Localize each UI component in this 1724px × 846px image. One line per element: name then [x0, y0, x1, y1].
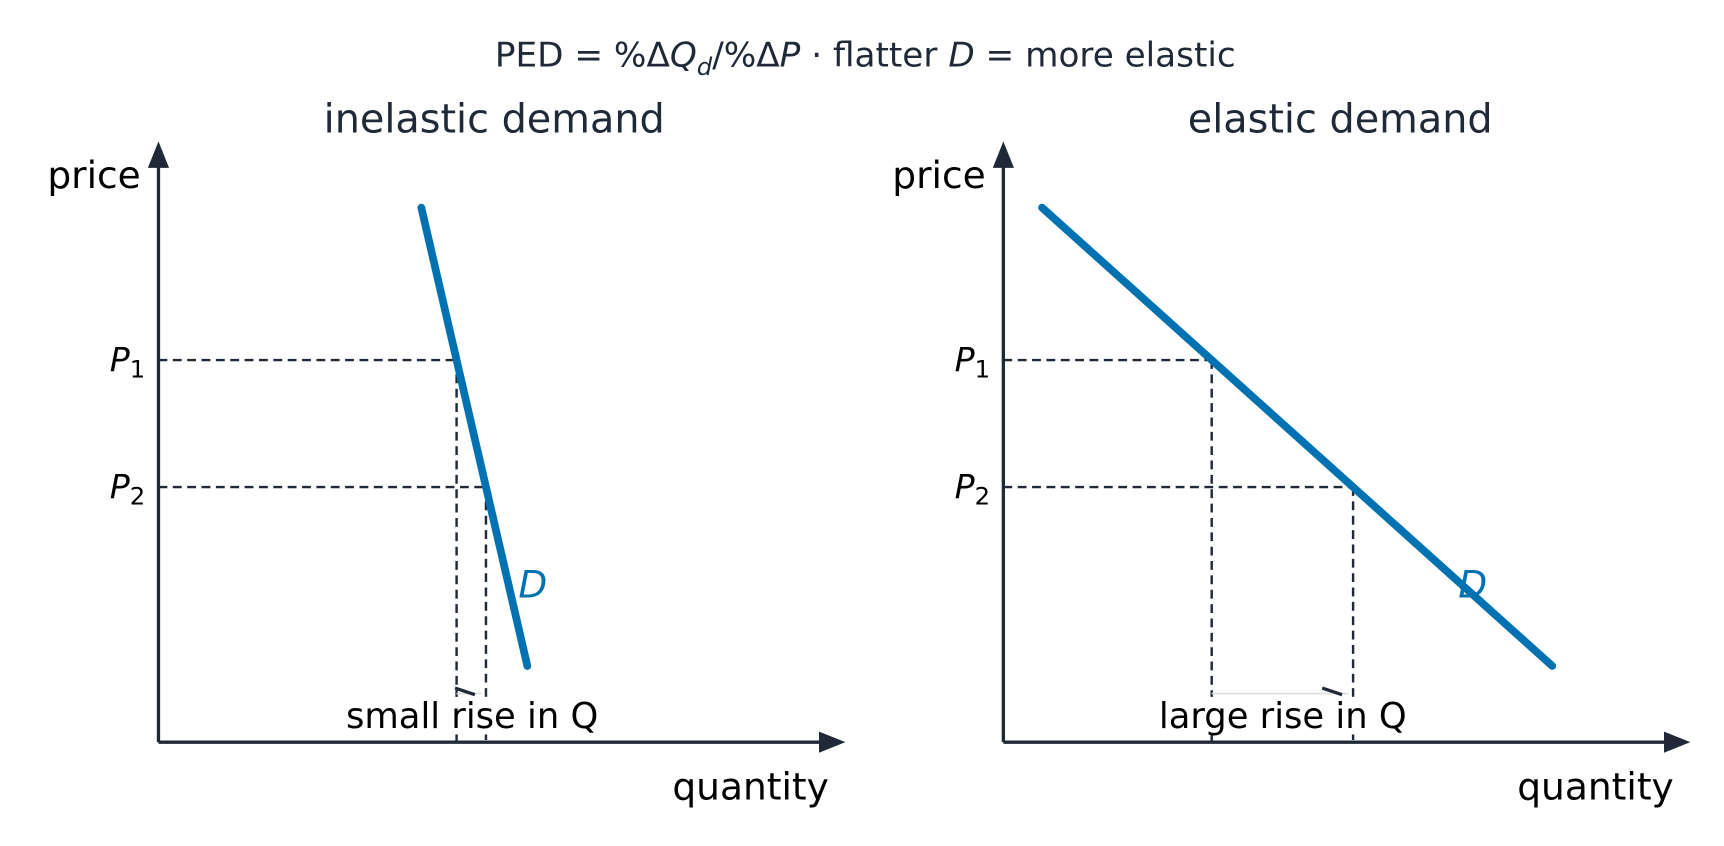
p1-letter: P — [955, 340, 975, 379]
annotation-bg — [341, 696, 603, 735]
demand-curve — [1038, 203, 1557, 670]
p2-label: P2 — [955, 467, 990, 511]
panel-title: inelastic demand — [324, 97, 665, 143]
p1-subscript: 1 — [975, 355, 990, 384]
annotation: large rise in Q — [1159, 696, 1407, 737]
p1-label: P1 — [110, 340, 145, 384]
p1-subscript: 1 — [130, 355, 145, 384]
rise-arrow-head — [454, 686, 476, 697]
x-axis-label: quantity — [1517, 765, 1674, 809]
panel-title: elastic demand — [1188, 97, 1493, 143]
y-axis-label: price — [47, 153, 140, 197]
p2-letter: P — [110, 467, 130, 506]
page-title: PED = %ΔQd/%ΔP · flatter D = more elasti… — [495, 35, 1236, 81]
p1-letter: P — [110, 340, 130, 379]
curve-label: D — [518, 563, 547, 607]
curve-label: D — [1458, 563, 1487, 607]
rise-arrow-head — [1321, 686, 1343, 697]
demand-curve — [417, 203, 532, 670]
p2-label: P2 — [110, 467, 145, 511]
p2-letter: P — [955, 467, 975, 506]
annotation: small rise in Q — [346, 696, 598, 737]
p2-subscript: 2 — [975, 482, 990, 511]
x-axis-label: quantity — [672, 765, 829, 809]
annotation-bg — [1152, 696, 1414, 735]
y-axis-label: price — [892, 153, 985, 197]
p2-subscript: 2 — [130, 482, 145, 511]
p1-label: P1 — [955, 340, 990, 384]
